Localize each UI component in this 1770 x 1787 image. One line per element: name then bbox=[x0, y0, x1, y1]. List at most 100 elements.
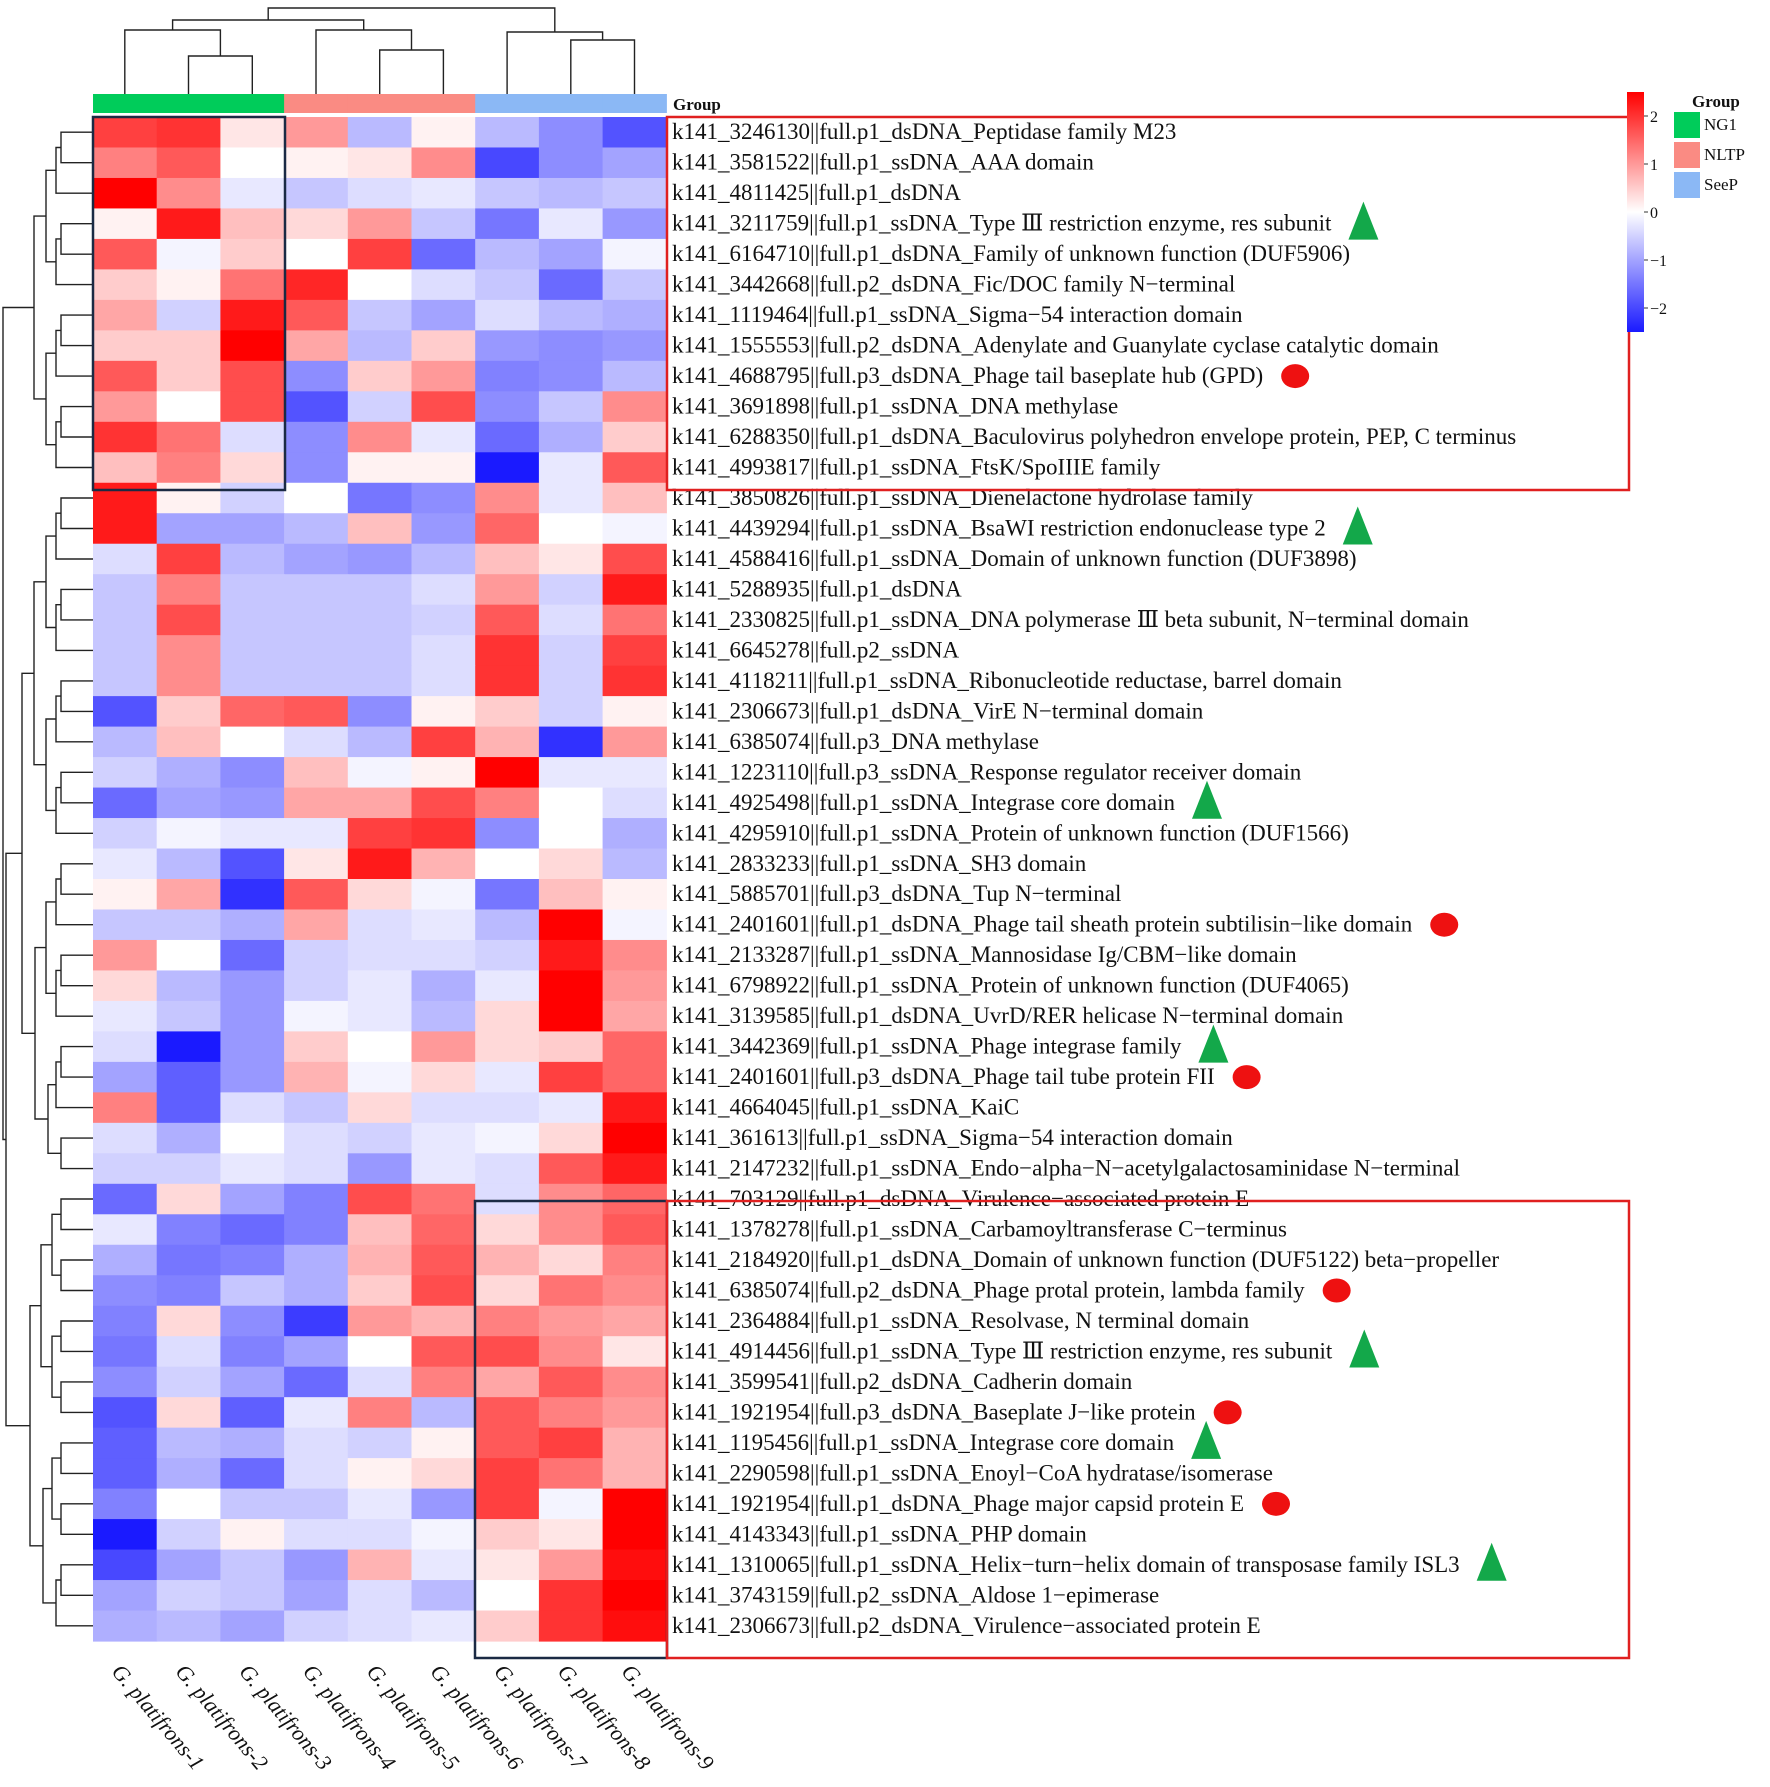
heatmap-cell-r36-c1 bbox=[93, 1183, 158, 1215]
heatmap-cell-r17-c1 bbox=[93, 604, 158, 636]
heatmap-cell-r8-c7 bbox=[475, 330, 540, 362]
heatmap-cell-r4-c8 bbox=[538, 208, 604, 240]
heatmap-cell-r41-c7 bbox=[475, 1336, 540, 1368]
group-legend: Group NG1 NLTP SeeP bbox=[1674, 92, 1745, 198]
heatmap-cell-r8-c1 bbox=[93, 330, 158, 362]
row-dendrogram-link bbox=[60, 954, 93, 987]
heatmap-cell-r34-c6 bbox=[411, 1122, 476, 1154]
heatmap-cell-r23-c2 bbox=[156, 787, 221, 819]
heatmap-cell-r46-c6 bbox=[411, 1488, 476, 1520]
heatmap-cell-r32-c2 bbox=[156, 1061, 221, 1093]
heatmap-cell-r6-c5 bbox=[347, 269, 413, 301]
heatmap-cell-r40-c5 bbox=[347, 1305, 413, 1337]
marker-triangle-row-48 bbox=[1476, 1542, 1507, 1581]
heatmap-cell-r8-c2 bbox=[156, 330, 221, 362]
heatmap-cell-r16-c4 bbox=[284, 574, 349, 606]
heatmap-cell-r1-c2 bbox=[156, 117, 221, 149]
heatmap-cell-r1-c3 bbox=[220, 117, 285, 149]
heatmap-cell-r27-c5 bbox=[347, 909, 413, 941]
legend-swatch-ng1 bbox=[1674, 112, 1700, 138]
heatmap-cell-r44-c4 bbox=[284, 1427, 349, 1459]
heatmap-cell-r9-c8 bbox=[538, 360, 604, 392]
heatmap-cell-r12-c7 bbox=[475, 452, 540, 484]
heatmap-cell-r29-c1 bbox=[93, 970, 158, 1002]
heatmap-cell-r25-c5 bbox=[347, 848, 413, 880]
color-scale-bar bbox=[1627, 92, 1644, 332]
row-label-21: k141_6385074||full.p3_DNA methylase bbox=[672, 729, 1039, 754]
heatmap-cell-r12-c9 bbox=[602, 452, 667, 484]
heatmap-cell-r46-c4 bbox=[284, 1488, 349, 1520]
heatmap-cell-r49-c6 bbox=[411, 1580, 476, 1612]
heatmap-cell-r43-c1 bbox=[93, 1397, 158, 1429]
heatmap-cell-r42-c8 bbox=[538, 1366, 604, 1398]
row-label-18: k141_6645278||full.p2_ssDNA bbox=[672, 637, 960, 662]
heatmap-cell-r9-c1 bbox=[93, 360, 158, 392]
heatmap-cell-r33-c2 bbox=[156, 1092, 221, 1124]
heatmap-cell-r3-c7 bbox=[475, 177, 540, 210]
row-dendrogram bbox=[2, 131, 93, 1627]
heatmap-cell-r42-c3 bbox=[220, 1366, 285, 1398]
column-dendrogram-link bbox=[506, 31, 604, 94]
heatmap-cell-r18-c2 bbox=[156, 635, 221, 667]
heatmap-cell-r47-c6 bbox=[411, 1519, 476, 1551]
heatmap-cell-r23-c1 bbox=[93, 787, 158, 819]
heatmap-cell-r19-c6 bbox=[411, 665, 476, 697]
row-label-47: k141_4143343||full.p1_ssDNA_PHP domain bbox=[672, 1521, 1087, 1546]
heatmap-cell-r13-c6 bbox=[411, 482, 476, 514]
row-label-36: k141_703129||full.p1_dsDNA_Virulence−ass… bbox=[672, 1186, 1249, 1211]
heatmap-cell-r4-c7 bbox=[475, 208, 540, 240]
heatmap-cell-r39-c5 bbox=[347, 1275, 413, 1307]
heatmap-cell-r38-c1 bbox=[93, 1244, 158, 1276]
heatmap-cell-r27-c8 bbox=[538, 909, 604, 941]
heatmap-cell-r9-c2 bbox=[156, 360, 221, 392]
row-label-34: k141_361613||full.p1_ssDNA_Sigma−54 inte… bbox=[672, 1125, 1233, 1150]
heatmap-cell-r28-c4 bbox=[284, 939, 349, 972]
heatmap-cell-r36-c8 bbox=[538, 1183, 604, 1215]
heatmap-cell-r14-c1 bbox=[93, 513, 158, 545]
heatmap-cell-r33-c5 bbox=[347, 1092, 413, 1124]
heatmap-cell-r27-c7 bbox=[475, 909, 540, 941]
heatmap-cell-r22-c4 bbox=[284, 757, 349, 789]
heatmap-cell-r15-c4 bbox=[284, 543, 349, 575]
heatmap-cell-r20-c5 bbox=[347, 696, 413, 728]
heatmap-cell-r39-c9 bbox=[602, 1275, 667, 1307]
heatmap-cell-r50-c8 bbox=[538, 1610, 604, 1642]
heatmap-cell-r22-c3 bbox=[220, 757, 285, 789]
row-dendrogram-link bbox=[60, 771, 93, 804]
heatmap-cell-r15-c6 bbox=[411, 543, 476, 575]
heatmap-cell-r4-c6 bbox=[411, 208, 476, 240]
heatmap-cell-r10-c6 bbox=[411, 391, 476, 423]
row-dendrogram-link bbox=[60, 1381, 93, 1414]
color-scale-tick-label: −1 bbox=[1650, 253, 1667, 270]
column-dendrogram-link bbox=[570, 39, 636, 94]
heatmap-cell-r49-c3 bbox=[220, 1580, 285, 1612]
heatmap-cell-r28-c6 bbox=[411, 939, 476, 972]
heatmap-cell-r19-c4 bbox=[284, 665, 349, 697]
heatmap-cell-r37-c2 bbox=[156, 1214, 221, 1246]
heatmap-cell-r5-c8 bbox=[538, 238, 604, 270]
heatmap-cell-r24-c7 bbox=[475, 818, 540, 850]
heatmap-cell-r2-c9 bbox=[602, 147, 667, 179]
heatmap-cell-r16-c9 bbox=[602, 574, 667, 606]
heatmap-cell-r5-c2 bbox=[156, 238, 221, 270]
heatmap-cell-r20-c3 bbox=[220, 696, 285, 728]
heatmap-cell-r45-c5 bbox=[347, 1458, 413, 1490]
heatmap-cell-r10-c2 bbox=[156, 391, 221, 423]
heatmap-cell-r4-c3 bbox=[220, 208, 285, 240]
heatmap-cell-r50-c3 bbox=[220, 1610, 285, 1642]
heatmap-cell-r6-c8 bbox=[538, 269, 604, 301]
row-label-10: k141_3691898||full.p1_ssDNA_DNA methylas… bbox=[672, 394, 1118, 419]
heatmap-cell-r45-c4 bbox=[284, 1458, 349, 1490]
heatmap-cell-r31-c5 bbox=[347, 1031, 413, 1063]
heatmap-cell-r22-c6 bbox=[411, 757, 476, 789]
heatmap-cell-r24-c3 bbox=[220, 818, 285, 850]
heatmap-cell-r26-c5 bbox=[347, 879, 413, 911]
heatmap-cell-r48-c9 bbox=[602, 1549, 667, 1581]
heatmap-cell-r49-c2 bbox=[156, 1580, 221, 1612]
heatmap-cell-r31-c4 bbox=[284, 1031, 349, 1063]
heatmap-cell-r25-c1 bbox=[93, 848, 158, 880]
heatmap-cell-r7-c9 bbox=[602, 299, 667, 331]
heatmap-cell-r32-c9 bbox=[602, 1061, 667, 1093]
marker-triangle-row-4 bbox=[1348, 201, 1379, 240]
heatmap-cell-r12-c2 bbox=[156, 452, 221, 484]
